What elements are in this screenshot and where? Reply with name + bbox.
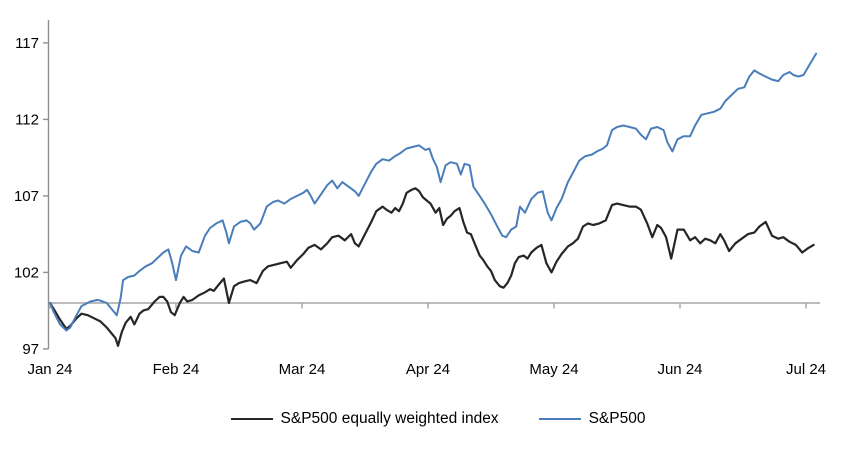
- y-tick-label: 117: [15, 35, 39, 52]
- legend-item-sp500ew: S&P500 equally weighted index: [230, 410, 499, 428]
- x-tick-label: Mar 24: [279, 361, 326, 378]
- legend-line-sp500: [538, 417, 581, 421]
- y-tick-label: 102: [14, 264, 39, 281]
- y-tick-label: 97: [22, 341, 39, 358]
- legend: S&P500 equally weighted index S&P500: [0, 410, 852, 428]
- x-tick-label: Apr 24: [406, 361, 450, 378]
- legend-line-sp500ew: [230, 417, 273, 421]
- x-tick-label: Jun 24: [657, 361, 702, 378]
- series-line-sp500ew: [48, 187, 815, 347]
- y-tick-label: 107: [14, 188, 39, 205]
- legend-item-sp500: S&P500: [538, 410, 646, 428]
- x-tick-label: May 24: [529, 361, 578, 378]
- legend-label-sp500ew: S&P500 equally weighted index: [280, 410, 499, 427]
- x-tick-label: Jul 24: [786, 361, 826, 378]
- legend-label-sp500: S&P500: [588, 410, 646, 427]
- series-line-sp500: [49, 52, 818, 332]
- x-tick-label: Jan 24: [27, 361, 72, 378]
- y-tick-label: 112: [15, 111, 39, 128]
- x-tick-label: Feb 24: [153, 361, 200, 378]
